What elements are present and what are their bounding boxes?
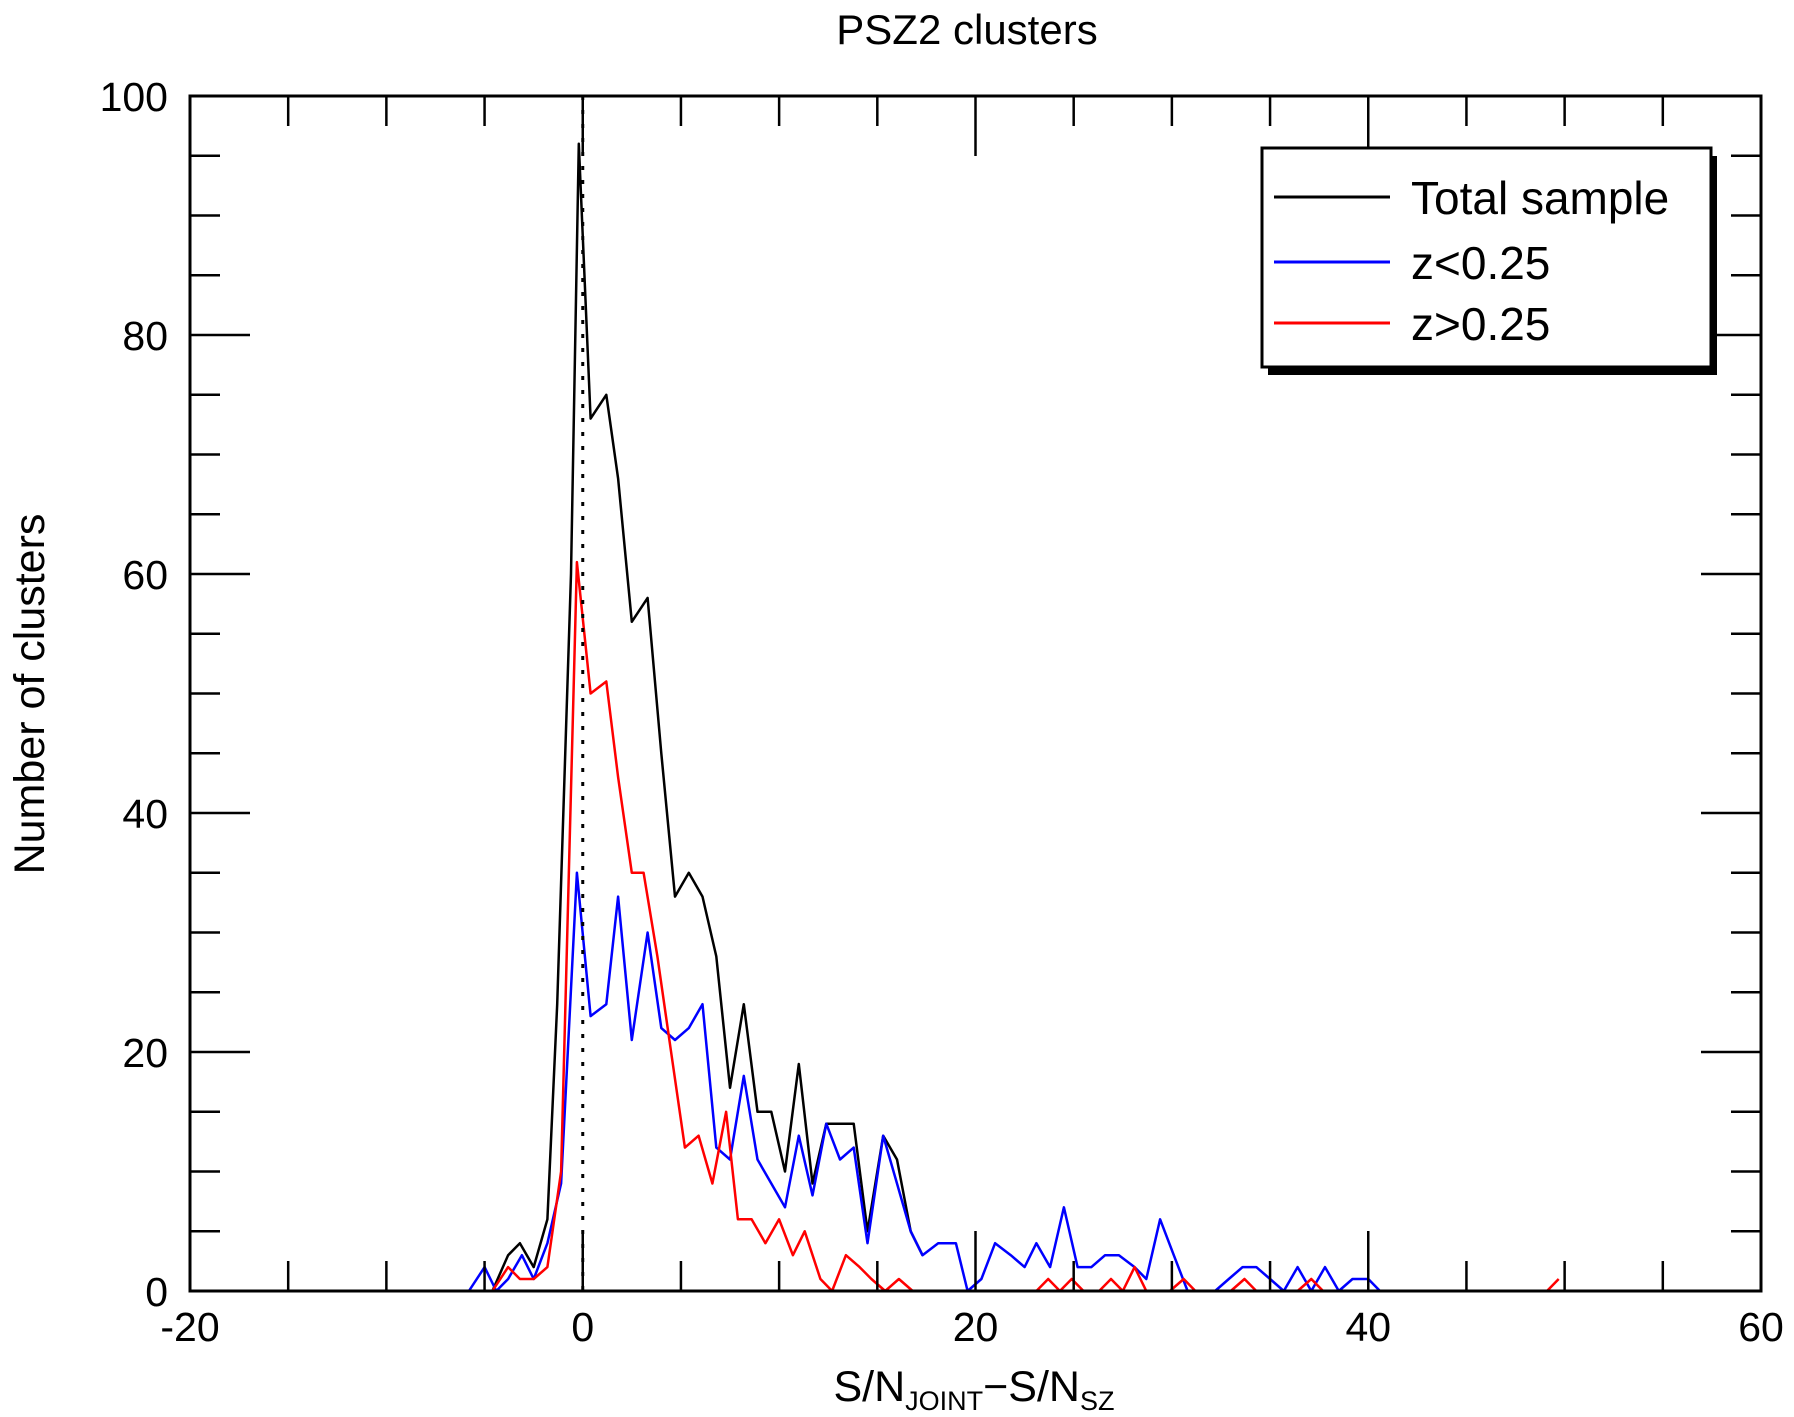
legend: Total sample z<0.25 z>0.25: [1260, 146, 1717, 375]
x-tick-label: -20: [160, 1304, 219, 1350]
series-layer: [467, 142, 1560, 1293]
x-tick-label: 0: [571, 1304, 594, 1350]
y-tick-label: 40: [122, 791, 168, 837]
x-axis-title-sub2: SZ: [1080, 1386, 1115, 1416]
x-tick-label: 60: [1738, 1304, 1784, 1350]
legend-items: Total sample z<0.25 z>0.25: [1274, 172, 1669, 350]
series-line-1: [467, 871, 1392, 1293]
legend-box: [1260, 146, 1713, 369]
legend-label-2: z>0.25: [1411, 298, 1550, 350]
series-line-2: [491, 560, 1560, 1293]
y-ticks: 0 20 40 60 80 100: [100, 74, 1761, 1315]
y-tick-label: 60: [122, 552, 168, 598]
x-ticks: -20 0 20 40 60: [160, 96, 1784, 1350]
x-axis-title-sub1: JOINT: [905, 1386, 983, 1416]
y-tick-label: 0: [145, 1269, 168, 1315]
x-tick-label: 40: [1345, 1304, 1391, 1350]
y-tick-label: 20: [122, 1030, 168, 1076]
y-tick-label: 100: [100, 74, 168, 120]
y-axis-title: Number of clusters: [6, 514, 54, 875]
x-axis-title-part2: S/N: [1008, 1363, 1080, 1411]
series-line-0: [480, 142, 924, 1293]
legend-label-1: z<0.25: [1411, 237, 1550, 289]
x-axis-title-minus: −: [983, 1363, 1008, 1411]
x-axis-title-part1: S/N: [833, 1363, 905, 1411]
chart-title: PSZ2 clusters: [836, 6, 1097, 53]
x-tick-label: 20: [953, 1304, 999, 1350]
y-tick-label: 80: [122, 313, 168, 359]
x-axis-title: S/NJOINT−S/NSZ: [833, 1363, 1114, 1416]
legend-label-0: Total sample: [1411, 172, 1669, 224]
